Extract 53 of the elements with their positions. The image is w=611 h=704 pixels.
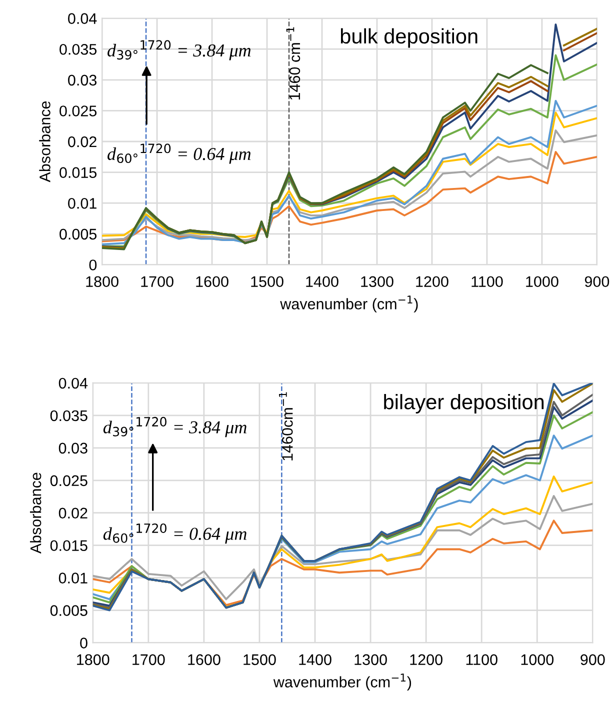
annotation: d$_{39°}$$^{1720}$ = 3.84 μm — [108, 40, 251, 60]
x-tick-label: 1400 — [299, 654, 332, 666]
x-tick-label: 1200 — [410, 654, 442, 666]
x-axis-title: wavenumber (cm$^{−1}$) — [273, 674, 412, 690]
y-axis-title: Absorbance — [39, 101, 50, 182]
annotation: d$_{60°}$$^{1720}$ = 0.64 μm — [103, 523, 246, 544]
x-tick-label: 1300 — [354, 654, 387, 666]
x-tick-label: 1400 — [306, 276, 338, 288]
x-tick-label: 1000 — [521, 654, 554, 666]
y-tick-label: 0.015 — [50, 540, 88, 552]
x-tick-label: 1700 — [132, 654, 165, 666]
y-tick-label: 0.01 — [68, 198, 96, 209]
x-tick-label: 1100 — [472, 276, 503, 288]
y-tick-label: 0.025 — [60, 106, 97, 116]
x-tick-label: 1100 — [466, 654, 498, 666]
ref-line-label: 1460 cm$^{−1}$ — [286, 27, 300, 100]
y-tick-label: 0.01 — [58, 572, 88, 584]
line-series — [102, 129, 597, 242]
annotation: bulk deposition — [340, 28, 478, 48]
x-tick-label: 1800 — [77, 654, 110, 666]
y-tick-label: 0.03 — [58, 442, 88, 454]
annotation: d$_{60°}$$^{1720}$ = 0.64 μm — [108, 144, 251, 164]
x-tick-label: 1600 — [188, 654, 220, 666]
y-tick-label: 0.04 — [68, 13, 97, 24]
y-tick-label: 0.015 — [60, 167, 97, 178]
x-tick-label: 1500 — [251, 276, 284, 288]
x-axis-title: wavenumber (cm$^{−1}$) — [280, 296, 418, 312]
annotation: d$_{39°}$$^{1720}$ = 3.84 μm — [103, 416, 246, 438]
y-tick-label: 0.025 — [50, 475, 88, 486]
line-series — [92, 495, 593, 600]
x-tick-label: 1300 — [361, 276, 394, 288]
y-tick-label: 0.03 — [68, 74, 97, 86]
y-tick-label: 0 — [89, 260, 97, 270]
ref-line-label: 1460cm$^{−1}$ — [279, 392, 293, 460]
x-tick-label: 900 — [580, 654, 605, 666]
y-axis-title: Absorbance — [30, 472, 42, 554]
y-tick-label: 0.02 — [58, 508, 88, 519]
line-series — [102, 64, 548, 250]
y-tick-label: 0.04 — [58, 378, 88, 389]
y-tick-label: 0.035 — [50, 410, 88, 422]
x-tick-label: 1200 — [416, 276, 448, 288]
x-tick-label: 900 — [584, 276, 610, 288]
y-tick-label: 0.035 — [60, 44, 97, 55]
x-tick-label: 1600 — [196, 276, 228, 288]
y-tick-label: 0.02 — [68, 136, 96, 148]
x-tick-label: 1800 — [86, 276, 118, 288]
annotation: bilayer deposition — [384, 394, 544, 414]
y-tick-label: 0.005 — [50, 605, 88, 616]
y-tick-label: 0 — [80, 638, 88, 648]
x-tick-label: 1000 — [526, 276, 558, 288]
x-tick-label: 1700 — [141, 276, 174, 288]
x-tick-label: 1500 — [244, 654, 276, 666]
y-tick-label: 0.005 — [60, 228, 97, 240]
